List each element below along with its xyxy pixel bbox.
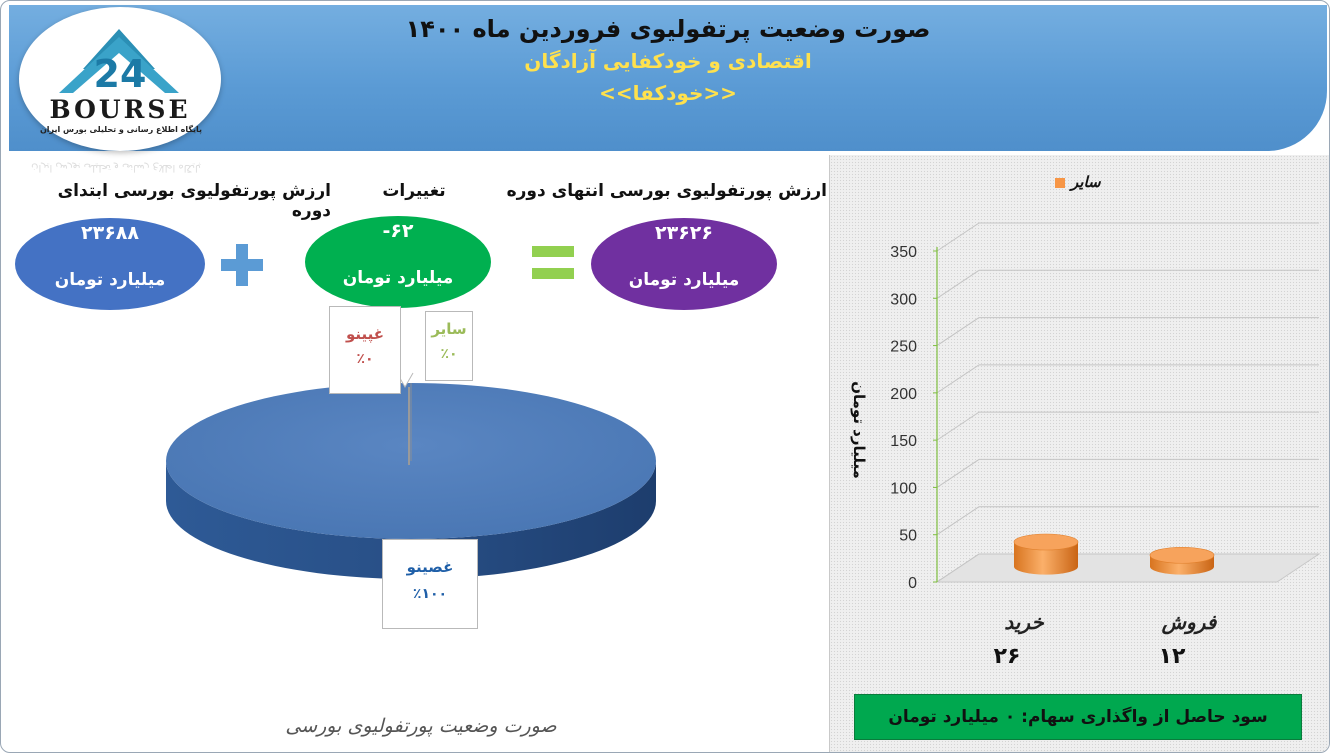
y-tick-label: 0	[908, 575, 917, 592]
end-value: ۲۳۶۲۶	[655, 222, 713, 244]
page-title: صورت وضعیت پرتفولیوی فروردین ماه ۱۴۰۰	[405, 15, 931, 43]
chart-caption: صورت وضعیت پورتفولیوی بورسی	[285, 715, 557, 737]
grid-line-diagonal	[936, 269, 980, 299]
change-label: تغییرات	[382, 181, 446, 201]
pie-value-sayer: ٪۰	[440, 346, 458, 362]
grid-line-diagonal	[936, 222, 980, 252]
grid-line-diagonal	[936, 411, 980, 441]
end-value-oval: ۲۳۶۲۶ میلیارد تومان	[591, 218, 777, 310]
equals-icon	[532, 246, 574, 280]
y-tick-label: 200	[890, 386, 917, 403]
chart-floor	[935, 553, 1321, 583]
pie-side	[166, 461, 656, 579]
end-value-unit: میلیارد تومان	[628, 270, 740, 290]
header-banner: صورت وضعیت پرتفولیوی فروردین ماه ۱۴۰۰ اق…	[9, 5, 1327, 151]
grid-line-diagonal	[936, 506, 980, 536]
grid-line-diagonal	[936, 364, 980, 394]
bourse-logo: 24 BOURSE پایگاه اطلاع رسانی و تحلیلی بو…	[19, 7, 221, 151]
grid-line-diagonal	[936, 553, 980, 583]
plus-icon	[221, 244, 263, 286]
change-unit: میلیارد تومان	[342, 268, 454, 288]
start-value-unit: میلیارد تومان	[54, 270, 166, 290]
pie-value-ghpino: ٪۰	[356, 351, 374, 367]
profit-text: سود حاصل از واگذاری سهام: ۰ میلیارد توما…	[888, 707, 1268, 727]
pie-label-sayer: سایر	[431, 320, 467, 338]
end-value-label: ارزش پورتفولیوی بورسی انتهای دوره	[506, 181, 827, 201]
bar-value-label: ۲۶	[994, 644, 1021, 669]
logo-mark-text: 24	[94, 52, 147, 96]
company-name: اقتصادی و خودکفایی آزادگان	[524, 49, 812, 73]
bar-value-label: ۱۲	[1159, 644, 1186, 669]
portfolio-pie-chart	[166, 372, 656, 579]
y-tick-label: 50	[899, 528, 917, 545]
logo-mark-icon: 24	[59, 29, 179, 96]
start-value: ۲۳۶۸۸	[81, 222, 139, 244]
pie-callout-sayer: سایر ٪۰	[425, 311, 473, 381]
pie-label-ghasino: غصینو	[406, 558, 454, 576]
trades-bar-chart: 0 50 100 150 200 250 300 350 خرید ۲۶ فروش ۱۲	[890, 222, 1321, 669]
pie-value-ghasino: ٪۱۰۰	[412, 586, 448, 602]
pie-callout-ghpino: غپینو ٪۰	[329, 306, 401, 394]
bar-1	[1014, 542, 1078, 575]
y-tick-label: 100	[890, 480, 917, 497]
bar-top-1	[1013, 533, 1079, 551]
change-value: -۶۲	[382, 220, 414, 242]
y-tick-label: 300	[890, 291, 917, 308]
x-category-label: خرید	[1004, 610, 1044, 635]
grid-line-diagonal	[936, 459, 980, 488]
start-value-oval: ۲۳۶۸۸ میلیارد تومان	[15, 218, 205, 310]
y-tick-label: 350	[890, 244, 917, 261]
grid-line-diagonal	[936, 317, 980, 346]
logo-subtext: پایگاه اطلاع رسانی و تحلیلی بورس ایران	[39, 125, 203, 134]
start-value-label: ارزش پورتفولیوی بورسی ابتدای دوره	[57, 181, 331, 221]
y-tick-label: 150	[890, 433, 917, 450]
profit-banner: سود حاصل از واگذاری سهام: ۰ میلیارد توما…	[854, 694, 1302, 740]
legend-swatch	[1055, 178, 1065, 188]
pie-callout-ghasino: غصینو ٪۱۰۰	[382, 539, 478, 629]
logo-text: BOURSE	[49, 95, 191, 124]
chart-legend: سایر	[1055, 173, 1135, 193]
bar-top-2	[1149, 546, 1215, 564]
change-oval: -۶۲ میلیارد تومان	[305, 216, 491, 308]
company-symbol: <<خودکفا>>	[599, 81, 737, 105]
y-tick-label: 250	[890, 339, 917, 356]
trades-chart-panel	[829, 155, 1329, 752]
x-category-label: فروش	[1161, 610, 1218, 635]
pie-label-ghpino: غپینو	[345, 325, 385, 343]
legend-label: سایر	[1071, 173, 1101, 191]
